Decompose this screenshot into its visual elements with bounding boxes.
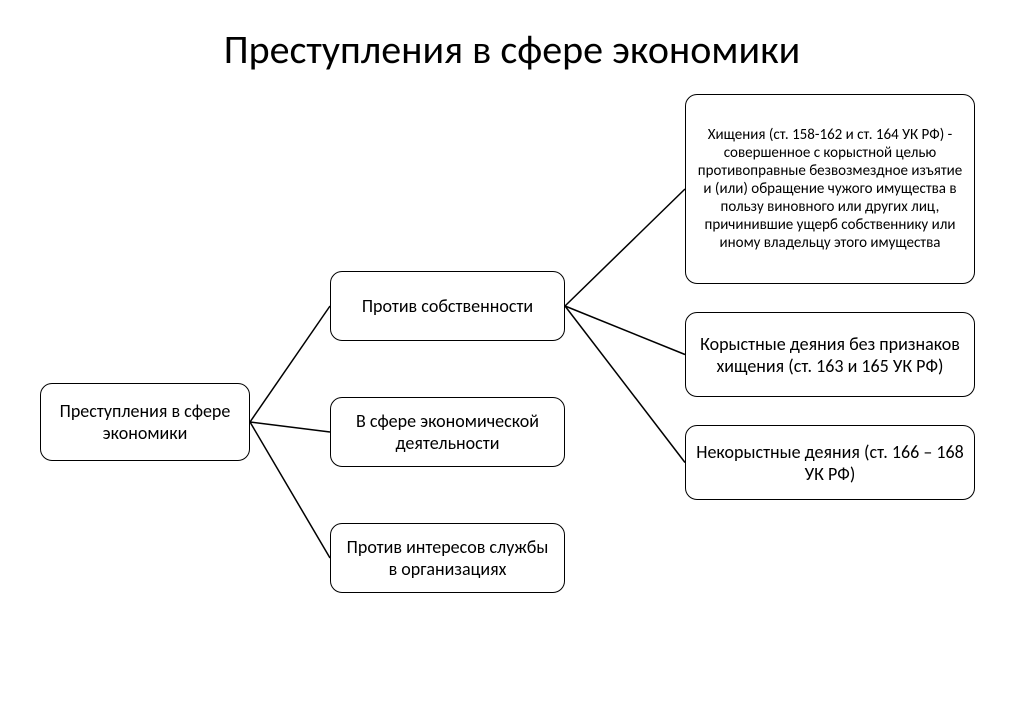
page-title: Преступления в сфере экономики bbox=[0, 25, 1024, 74]
node-c1-label: Хищения (ст. 158-162 и ст. 164 УК РФ) - … bbox=[696, 126, 964, 252]
node-branch-property: Против собственности bbox=[330, 271, 565, 341]
node-leaf-non-self-interest: Некорыстные деяния (ст. 166 – 168 УК РФ) bbox=[685, 425, 975, 500]
node-branch-economic-activity: В сфере экономической деятельности bbox=[330, 397, 565, 467]
node-leaf-self-interest: Корыстные деяния без признаков хищения (… bbox=[685, 312, 975, 397]
node-b3-label: Против интересов службы в организациях bbox=[341, 536, 554, 580]
node-c2-label: Корыстные деяния без признаков хищения (… bbox=[696, 333, 964, 377]
node-root-label: Преступления в сфере экономики bbox=[51, 400, 239, 444]
node-root: Преступления в сфере экономики bbox=[40, 383, 250, 461]
node-c3-label: Некорыстные деяния (ст. 166 – 168 УК РФ) bbox=[696, 441, 964, 485]
node-b1-label: Против собственности bbox=[362, 295, 533, 317]
node-leaf-theft: Хищения (ст. 158-162 и ст. 164 УК РФ) - … bbox=[685, 94, 975, 284]
node-branch-service-interests: Против интересов службы в организациях bbox=[330, 523, 565, 593]
node-b2-label: В сфере экономической деятельности bbox=[341, 410, 554, 454]
